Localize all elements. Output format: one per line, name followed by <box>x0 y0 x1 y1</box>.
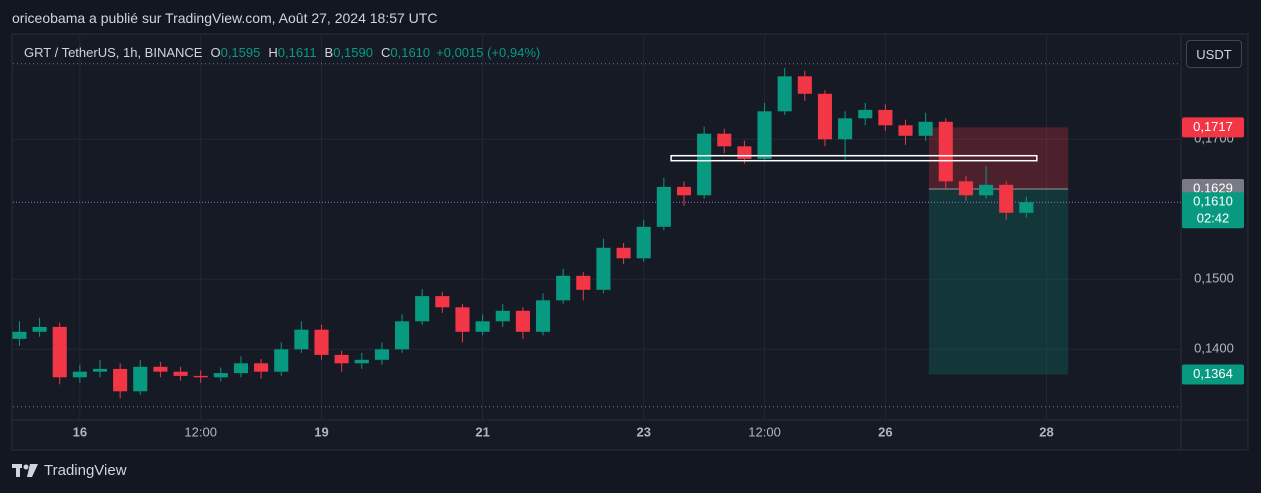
candle-body <box>395 321 410 350</box>
change: +0,0015 (+0,94%) <box>436 45 541 60</box>
candle-body <box>475 321 490 332</box>
x-tick-label: 12:00 <box>184 424 217 439</box>
brand: TradingView <box>44 462 127 479</box>
ohlc-key: C <box>380 45 391 60</box>
candle-body <box>858 109 873 119</box>
candle-body <box>817 93 833 140</box>
ohlc-value: 0,1610 <box>390 45 431 60</box>
candle-body <box>415 296 430 322</box>
candle-body <box>656 186 671 227</box>
x-tick-label: 19 <box>314 424 328 439</box>
candle-body <box>1019 202 1034 213</box>
logo <box>12 463 38 477</box>
candle-body <box>596 247 611 290</box>
candle-body <box>757 111 772 159</box>
candle-body <box>213 373 228 378</box>
candle-body <box>636 226 651 259</box>
candle-body <box>435 296 450 308</box>
ohlc-value: 0,1595 <box>220 45 261 60</box>
candle-body <box>717 133 732 147</box>
x-tick-label: 21 <box>475 424 489 439</box>
candle-body <box>233 363 249 374</box>
candle-body <box>72 371 87 378</box>
ohlc-key: O <box>210 45 221 60</box>
candle-body <box>254 363 269 372</box>
candle-body <box>556 275 571 301</box>
publish-header: oriceobama a publié sur TradingView.com,… <box>12 10 438 26</box>
candle-body <box>938 121 953 182</box>
candle-body <box>314 329 329 355</box>
candle-body <box>958 181 973 196</box>
price-label-box <box>1182 364 1244 385</box>
price-label: 0,1717 <box>1193 119 1233 134</box>
candle-body <box>777 76 792 112</box>
x-tick-label: 23 <box>636 424 650 439</box>
candle-body <box>92 368 108 372</box>
candle-body <box>576 275 591 290</box>
candle-body <box>52 326 67 378</box>
candle-body <box>838 118 853 140</box>
price-label: 0,1610 <box>1193 194 1233 209</box>
candle-body <box>12 331 27 339</box>
candle-body <box>918 121 933 136</box>
price-label-box <box>1182 192 1244 229</box>
candle-body <box>173 371 188 376</box>
y-tick-label: 0,1400 <box>1194 341 1234 356</box>
candle-body <box>455 307 470 332</box>
price-label: 0,1629 <box>1193 180 1233 195</box>
countdown: 02:42 <box>1197 211 1230 226</box>
annotation-box <box>670 154 1038 162</box>
candle-body <box>697 133 712 196</box>
x-tick-label: 16 <box>73 424 87 439</box>
candle-body <box>354 359 369 364</box>
candle-body <box>898 125 913 136</box>
candle-body <box>979 184 994 196</box>
currency-button[interactable]: USDT <box>1186 40 1242 68</box>
candle-body <box>334 354 349 364</box>
candle-body <box>113 368 128 392</box>
plot-area <box>12 35 1181 420</box>
candle-body <box>878 109 893 126</box>
x-tick-label: 26 <box>878 424 892 439</box>
legend: GRT / TetherUS, 1h, BINANCE O0,1595 H0,161… <box>24 45 540 60</box>
chart-frame <box>11 33 1249 451</box>
candle-body <box>737 146 752 159</box>
candle-body <box>616 247 631 259</box>
candle-body <box>999 184 1014 213</box>
y-tick-label: 0,1500 <box>1194 271 1234 286</box>
target-zone <box>928 189 1069 375</box>
x-tick-label: 28 <box>1039 424 1053 439</box>
candle-body <box>133 366 148 392</box>
ohlc-value: 0,1590 <box>333 45 373 60</box>
candle-body <box>294 329 309 350</box>
candle-body <box>153 366 168 372</box>
candle-body <box>374 349 389 360</box>
candle-body <box>274 349 289 372</box>
candle-body <box>193 375 208 378</box>
ohlc-key: H <box>268 45 278 60</box>
x-tick-label: 12:00 <box>748 424 781 439</box>
candle-body <box>32 326 47 332</box>
candle-body <box>535 300 551 332</box>
candle-body <box>797 76 812 94</box>
ohlc-key: B <box>324 45 334 60</box>
candle-body <box>495 310 510 322</box>
symbol: GRT / TetherUS, 1h, BINANCE <box>24 45 203 60</box>
footer: TradingView <box>12 462 127 479</box>
candle-body <box>676 186 692 196</box>
candle-body <box>515 310 530 332</box>
ohlc-value: 0,1611 <box>277 45 317 60</box>
price-label: 0,1364 <box>1193 366 1233 381</box>
price-label-box <box>1182 117 1244 138</box>
